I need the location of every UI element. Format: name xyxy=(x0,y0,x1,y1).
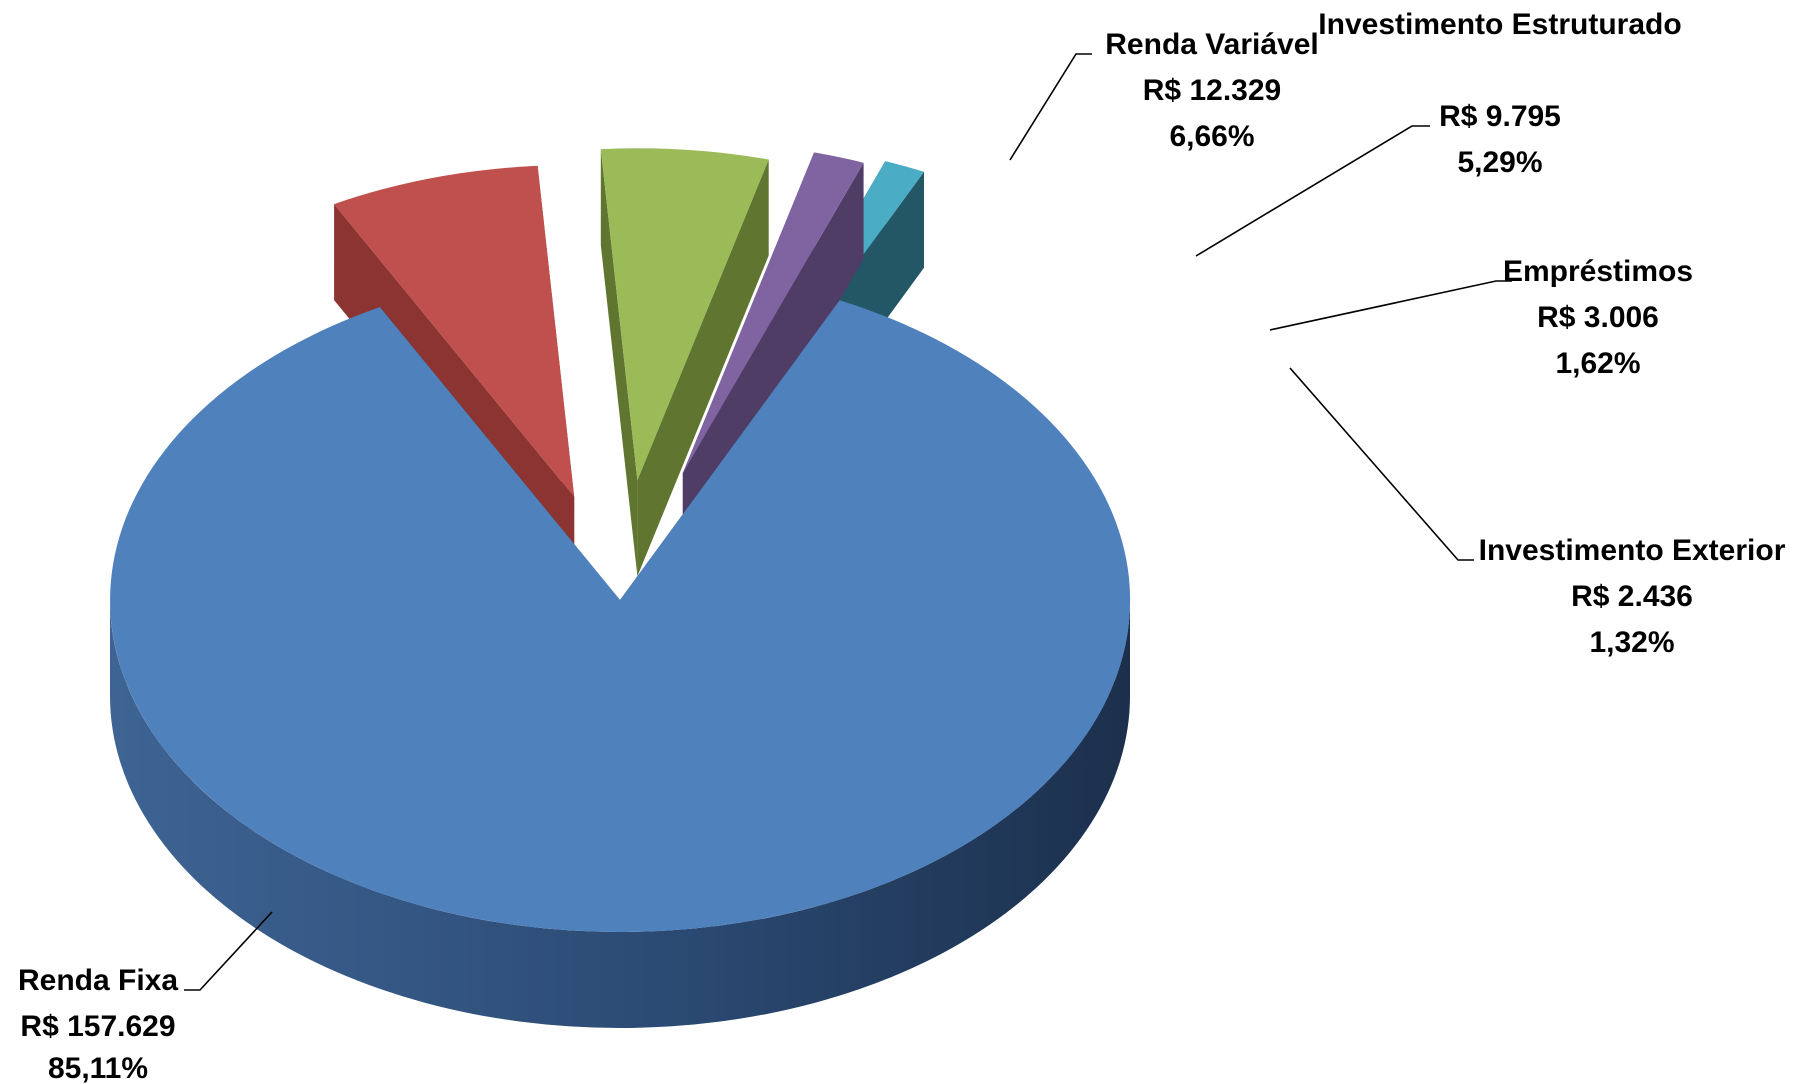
slice-outer-wall xyxy=(110,600,1130,1028)
slice-renda-fixa xyxy=(110,300,1131,1028)
slice-name-label: Empréstimos xyxy=(1503,255,1693,288)
slice-top-face xyxy=(110,300,1131,932)
slice-name-label: Investimento Exterior xyxy=(1479,534,1786,567)
slice-percent-label: 85,11% xyxy=(48,1052,148,1084)
data-label-renda-variavel: Renda Variável R$ 12.329 6,66% xyxy=(1105,28,1318,153)
slice-value-label: R$ 2.436 xyxy=(1571,580,1693,613)
slice-side-wall-0 xyxy=(600,149,638,577)
slice-percent-label: 6,66% xyxy=(1169,120,1254,153)
slice-percent-label: 1,32% xyxy=(1589,626,1674,659)
slice-side-wall-1 xyxy=(637,159,769,577)
data-label-investimento-exterior: Investimento Exterior R$ 2.436 1,32% xyxy=(1479,534,1786,659)
data-label-renda-fixa: Renda Fixa R$ 157.629 85,11% xyxy=(18,964,178,1084)
leader-line-renda-variavel xyxy=(1009,53,1092,161)
slice-name-label: Renda Fixa xyxy=(18,964,178,997)
slice-investimento-estruturado xyxy=(600,148,769,577)
slice-name-label: Investimento Estruturado xyxy=(1318,8,1681,41)
slice-top-face xyxy=(600,148,769,481)
slice-percent-label: 1,62% xyxy=(1555,347,1640,380)
slice-top-face xyxy=(682,152,864,474)
leader-line-investimento-exterior xyxy=(1289,367,1474,561)
data-label-investimento-estruturado: Investimento Estruturado R$ 9.795 5,29% xyxy=(1318,8,1681,179)
slice-value-label: R$ 9.795 xyxy=(1439,100,1561,133)
slice-value-label: R$ 3.006 xyxy=(1537,301,1659,334)
slice-percent-label: 5,29% xyxy=(1457,146,1542,179)
leader-line-investimento-estruturado xyxy=(1195,125,1430,257)
leader-line-emprestimos xyxy=(1269,280,1512,331)
slice-name-label: Renda Variável xyxy=(1105,28,1318,61)
data-label-emprestimos: Empréstimos R$ 3.006 1,62% xyxy=(1503,255,1693,380)
slice-value-label: R$ 12.329 xyxy=(1143,74,1281,107)
leader-lines xyxy=(184,53,1512,991)
leader-line-renda-fixa xyxy=(184,911,273,991)
slice-top-face xyxy=(334,165,575,498)
slice-value-label: R$ 157.629 xyxy=(20,1010,175,1043)
